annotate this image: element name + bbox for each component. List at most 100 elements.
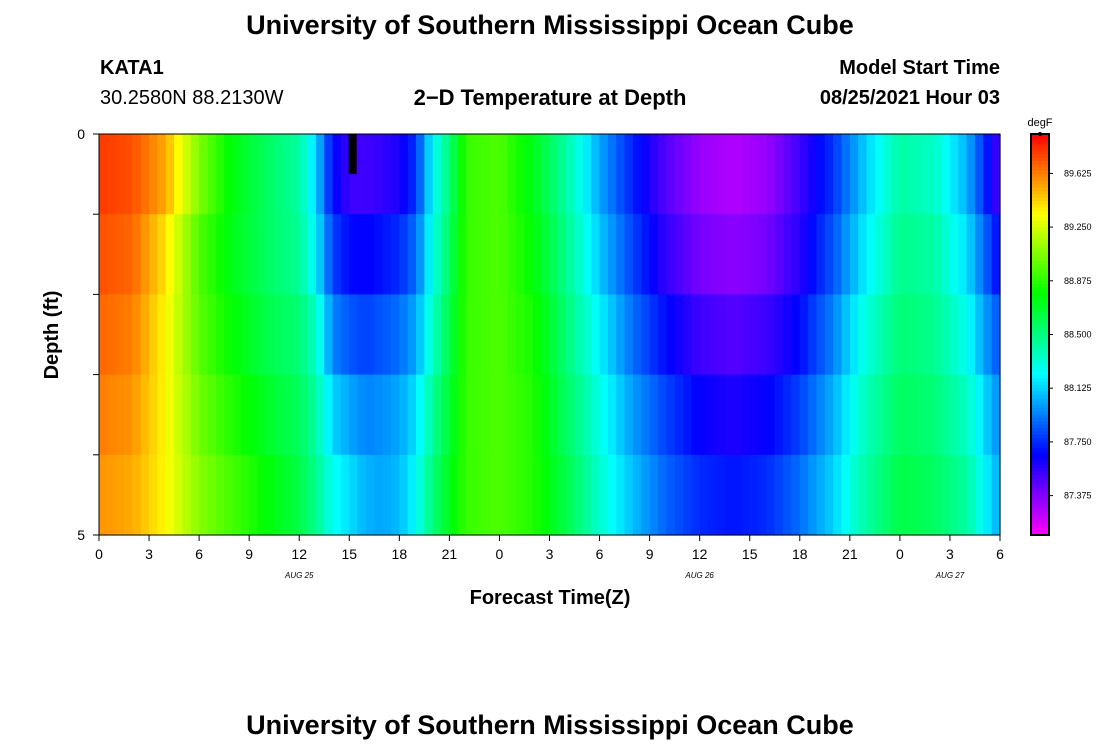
colorbar-segment <box>1031 250 1049 255</box>
heatmap-cell <box>149 134 158 215</box>
heatmap-cell <box>382 454 392 536</box>
heatmap-cell <box>708 374 717 456</box>
heatmap-cell <box>174 374 184 456</box>
heatmap-cell <box>349 214 359 295</box>
colorbar-segment <box>1031 377 1049 382</box>
x-tick-label: 15 <box>341 546 357 562</box>
heatmap-cell <box>416 214 425 295</box>
heatmap-cell <box>474 454 484 536</box>
heatmap-cell <box>265 294 275 376</box>
heatmap-cell <box>499 374 509 456</box>
heatmap-cell <box>507 134 517 215</box>
heatmap-cell <box>624 214 634 295</box>
heatmap-cell <box>424 454 434 536</box>
heatmap-cell <box>624 374 634 456</box>
colorbar-segment <box>1031 501 1049 506</box>
heatmap-cell <box>582 294 592 376</box>
heatmap-cell <box>566 294 576 376</box>
colorbar-segment <box>1031 421 1049 426</box>
heatmap-cell <box>457 454 467 536</box>
heatmap-cell <box>874 374 884 456</box>
heatmap-cell <box>307 214 317 295</box>
heatmap-cell <box>115 134 125 215</box>
heatmap-cell <box>733 454 742 536</box>
heatmap-cell <box>466 374 476 456</box>
colorbar-segment <box>1031 237 1049 242</box>
heatmap-cell <box>724 134 734 215</box>
heatmap-cell <box>124 134 133 215</box>
heatmap-cell <box>340 374 350 456</box>
heatmap-cell <box>883 454 893 536</box>
heatmap-cell <box>99 134 108 215</box>
colorbar-segment <box>1031 301 1049 306</box>
heatmap-cell <box>858 294 868 376</box>
heatmap-cell <box>833 134 843 215</box>
heatmap-cell <box>290 214 300 295</box>
footer-title: University of Southern Mississippi Ocean… <box>246 710 854 740</box>
colorbar-segment <box>1031 150 1049 155</box>
heatmap-cell <box>215 214 225 295</box>
colorbar-segment <box>1031 324 1049 329</box>
heatmap-cell <box>791 374 801 456</box>
heatmap-cell <box>140 374 150 456</box>
heatmap-cell <box>332 454 342 536</box>
heatmap-cell <box>541 214 551 295</box>
heatmap-cell <box>282 454 292 536</box>
x-tick-label: 21 <box>842 546 858 562</box>
heatmap-cell <box>516 134 526 215</box>
heatmap-cell <box>457 294 467 376</box>
heatmap-cell <box>774 134 784 215</box>
heatmap-cell <box>524 294 534 376</box>
colorbar-segment <box>1031 314 1049 319</box>
heatmap-cell <box>274 214 284 295</box>
heatmap-cell <box>924 214 934 295</box>
heatmap-cell <box>149 294 158 376</box>
heatmap-cell <box>624 454 634 536</box>
heatmap-cell <box>374 134 384 215</box>
heatmap-cell <box>816 294 826 376</box>
heatmap-cell <box>799 214 809 295</box>
heatmap-cell <box>883 214 893 295</box>
heatmap-cell <box>866 454 876 536</box>
x-tick-label: 3 <box>145 546 153 562</box>
date-label: AUG 25 <box>284 571 314 580</box>
colorbar-segment <box>1031 351 1049 356</box>
heatmap-cell <box>691 374 701 456</box>
heatmap-cell <box>390 214 400 295</box>
heatmap-cell <box>899 134 909 215</box>
heatmap-cell <box>107 214 117 295</box>
heatmap-cell <box>215 294 225 376</box>
heatmap-cell <box>891 214 901 295</box>
heatmap-cell <box>924 454 934 536</box>
heatmap-cell <box>99 214 108 295</box>
heatmap-cell <box>983 374 993 456</box>
heatmap-cell <box>557 294 567 376</box>
heatmap-cell <box>808 294 818 376</box>
heatmap-cell <box>699 374 709 456</box>
heatmap-cell <box>666 294 676 376</box>
heatmap-cell <box>499 214 509 295</box>
colorbar-segment <box>1031 227 1049 232</box>
heatmap-cell <box>140 134 150 215</box>
heatmap-cell <box>858 134 868 215</box>
heatmap-cell <box>407 294 417 376</box>
heatmap-cell <box>124 214 133 295</box>
heatmap-cell <box>908 214 918 295</box>
heatmap-cell <box>357 134 367 215</box>
heatmap-cell <box>374 214 384 295</box>
x-tick-label: 3 <box>546 546 554 562</box>
heatmap-cell <box>324 214 334 295</box>
heatmap-cell <box>124 374 133 456</box>
heatmap-cell <box>866 294 876 376</box>
heatmap-cell <box>132 454 142 536</box>
colorbar-segment <box>1031 240 1049 245</box>
heatmap-cell <box>574 454 584 536</box>
colorbar-segment <box>1031 528 1049 533</box>
heatmap-cell <box>99 374 108 456</box>
colorbar-tick-label: 87.375 <box>1064 491 1092 501</box>
heatmap-cell <box>174 294 184 376</box>
heatmap-cell <box>257 374 267 456</box>
heatmap-cell <box>340 214 350 295</box>
x-axis-label: Forecast Time(Z) <box>470 587 631 609</box>
colorbar-segment <box>1031 140 1049 145</box>
